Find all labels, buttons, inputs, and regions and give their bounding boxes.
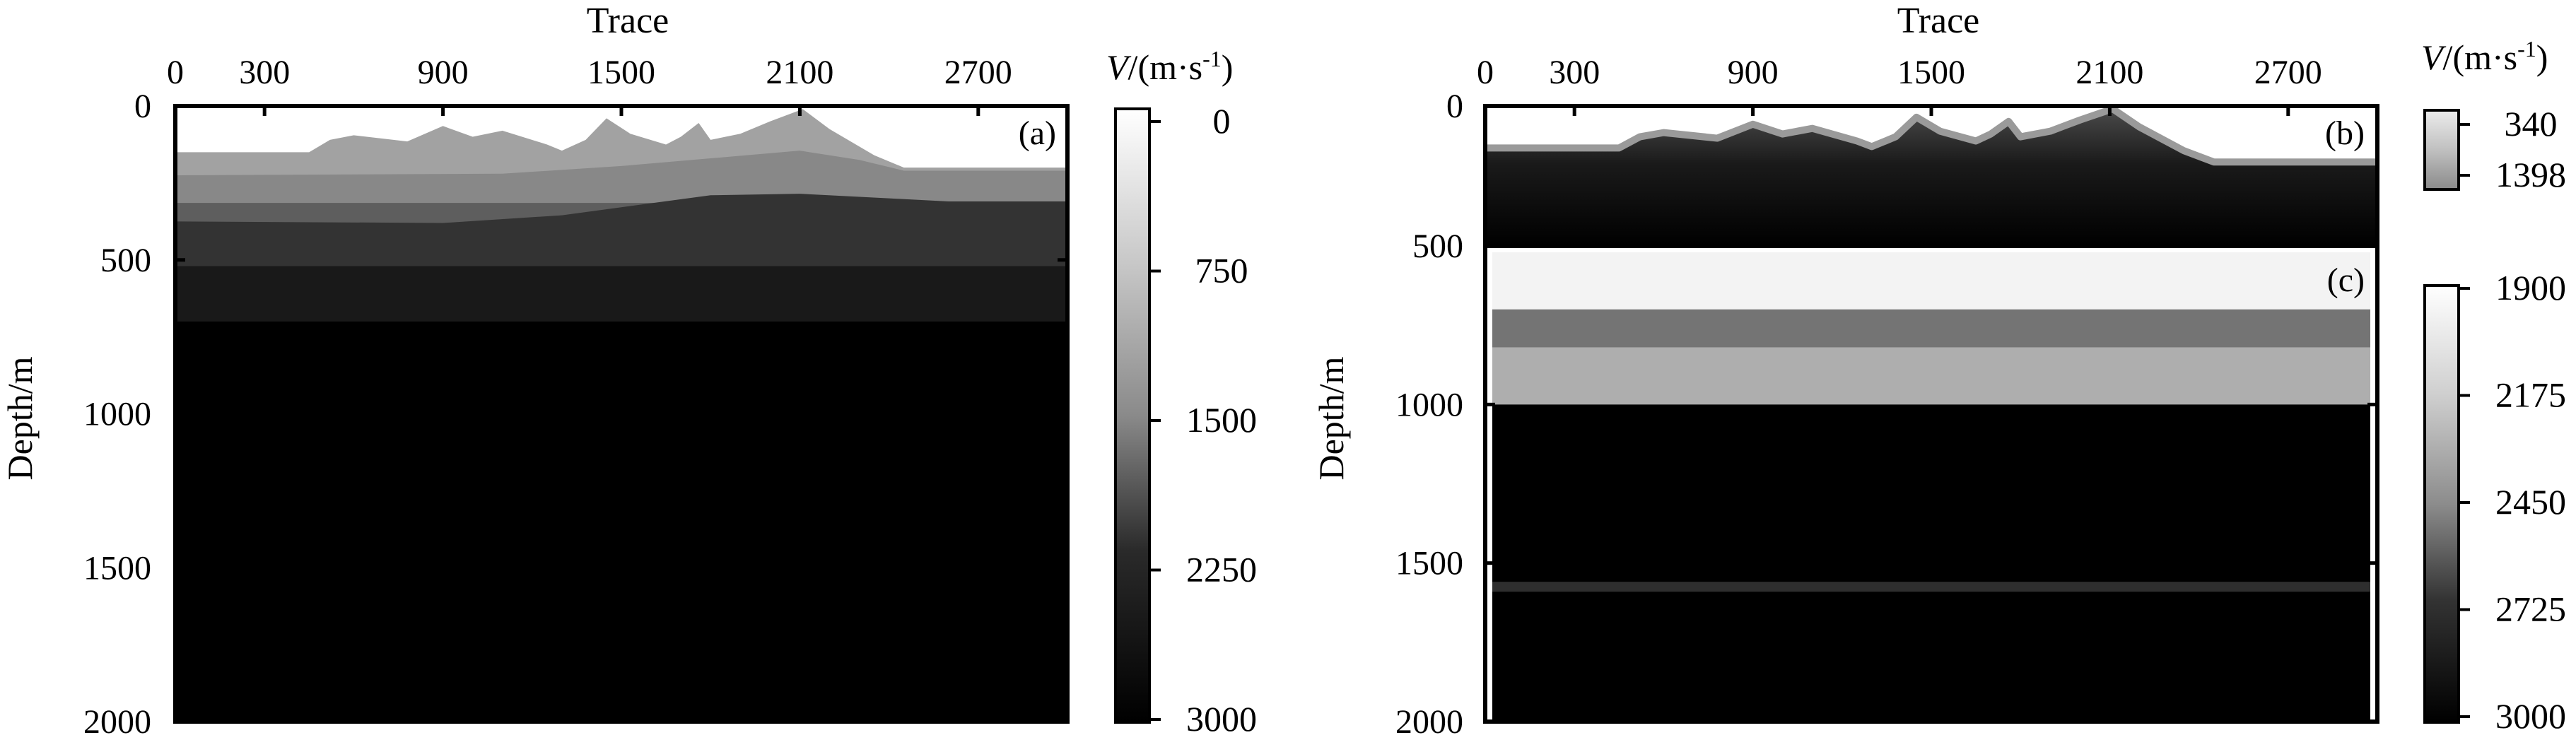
- panel-a-y-tick-label: 1000: [83, 396, 151, 433]
- panel-c: (c) 1900 2175 2450 2725 3000: [1483, 244, 2566, 736]
- panel-c-layer-0: [1492, 252, 2370, 310]
- panel-b-y-tick-label: 500: [1412, 228, 1463, 265]
- panel-a-x-tick-label: 1500: [587, 54, 655, 91]
- panel-b: Trace Depth/m 0 300 900 1500 2100 2700 0 500 10…: [1311, 1, 2566, 741]
- panel-b-x-tick-label: 1500: [1897, 54, 1965, 91]
- colorbar-a-tick-label: 3000: [1186, 699, 1257, 739]
- colorbar-a-ticks: 0 750 1500 2250 3000: [1149, 101, 1257, 739]
- panel-a-y-tick-label: 500: [100, 242, 151, 279]
- panel-b-x-title: Trace: [1897, 1, 1980, 41]
- panel-a-y-tick-label: 0: [134, 88, 151, 125]
- panel-b-near-surface-rim: [1485, 105, 2377, 166]
- colorbar-c-tick-label: 2175: [2495, 375, 2566, 415]
- colorbar-a-tick-label: 0: [1213, 101, 1231, 141]
- panel-c-y-tick-label: 2000: [1395, 703, 1463, 741]
- colorbar-b: V/(m·s-1) 340 1398: [2421, 36, 2566, 194]
- colorbar-b-ticks: 340 1398: [2459, 104, 2566, 194]
- panel-b-velocity-image: [1485, 105, 2377, 246]
- panel-a-x-tick-labels: 0 300 900 1500 2100 2700: [167, 54, 1012, 91]
- colorbar-c-ticks: 1900 2175 2450 2725 3000: [2459, 268, 2566, 736]
- colorbar-a-tick-label: 2250: [1186, 550, 1257, 589]
- panel-a-x-tick-label: 0: [167, 54, 184, 91]
- colorbar-a: V/(m·s-1) 0 750 1500 2250 3000: [1106, 46, 1257, 739]
- colorbar-b-bar: [2423, 109, 2460, 191]
- colorbar-c-tick-label: 2450: [2495, 482, 2566, 522]
- panel-b-y-title: Depth/m: [1311, 356, 1351, 480]
- panel-b-subsurface: [1485, 108, 2377, 246]
- panel-b-y-tick-label: 0: [1446, 88, 1463, 125]
- panel-a-layer-basement: [175, 321, 1067, 722]
- panel-b-x-tick-label: 900: [1728, 54, 1779, 91]
- colorbar-c-tick-label: 3000: [2495, 696, 2566, 736]
- colorbar-c: 1900 2175 2450 2725 3000: [2423, 268, 2566, 736]
- panel-c-layer-5: [1492, 592, 2370, 722]
- panel-a-y-title: Depth/m: [0, 356, 40, 480]
- panel-b-x-tick-label: 2100: [2076, 54, 2143, 91]
- panel-b-x-tick-label: 2700: [2254, 54, 2322, 91]
- panel-b-x-tick-labels: 0 300 900 1500 2100 2700: [1477, 54, 2322, 91]
- panel-c-layer-3: [1492, 404, 2370, 582]
- panel-c-layer-2: [1492, 347, 2370, 405]
- colorbar-c-bar: [2423, 284, 2460, 724]
- panel-a-y-tick-labels: 0 500 1000 1500 2000: [83, 88, 151, 741]
- panel-c-label: (c): [2327, 262, 2365, 299]
- panel-a-x-tick-label: 900: [418, 54, 469, 91]
- panel-b-label: (b): [2325, 114, 2365, 152]
- panel-a-x-title: Trace: [587, 1, 669, 41]
- panel-a-x-tick-label: 2100: [766, 54, 833, 91]
- colorbar-a-unit: V/(m·s-1): [1106, 46, 1233, 87]
- panel-a-label: (a): [1019, 114, 1056, 152]
- colorbar-b-tick-label: 340: [2505, 104, 2558, 143]
- panel-a-ticks: [173, 104, 1067, 724]
- panel-a-x-tick-label: 2700: [944, 54, 1012, 91]
- colorbar-b-tick-label: 1398: [2495, 155, 2566, 194]
- colorbar-c-tick-label: 1900: [2495, 268, 2566, 307]
- panel-a-x-tick-label: 300: [239, 54, 290, 91]
- panel-c-frame: [1483, 244, 2379, 724]
- colorbar-a-bar: [1114, 107, 1151, 724]
- panel-c-velocity-layers: [1492, 252, 2370, 722]
- panel-c-ticks: [1485, 244, 2377, 724]
- colorbar-a-tick-label: 1500: [1186, 400, 1257, 440]
- panel-a-velocity-layers: [175, 109, 1067, 722]
- panel-b-x-tick-label: 300: [1549, 54, 1600, 91]
- colorbar-c-tick-label: 2725: [2495, 589, 2566, 629]
- panel-a: Trace Depth/m 0 300 900 1500 2100 2700 0 500 10…: [0, 1, 1257, 741]
- colorbar-b-unit: V/(m·s-1): [2421, 36, 2548, 77]
- panel-a-y-tick-label: 1500: [83, 549, 151, 587]
- panel-c-layer-1: [1492, 309, 2370, 348]
- colorbar-a-tick-label: 750: [1195, 251, 1248, 290]
- panel-c-layer-4: [1492, 582, 2370, 592]
- panel-c-y-tick-label: 1000: [1395, 386, 1463, 423]
- panel-b-x-tick-label: 0: [1477, 54, 1494, 91]
- panel-b-y-tick-labels: 0 500 1000 1500 2000: [1395, 88, 1463, 741]
- panel-c-y-tick-label: 1500: [1395, 545, 1463, 582]
- panel-a-y-tick-label: 2000: [83, 703, 151, 741]
